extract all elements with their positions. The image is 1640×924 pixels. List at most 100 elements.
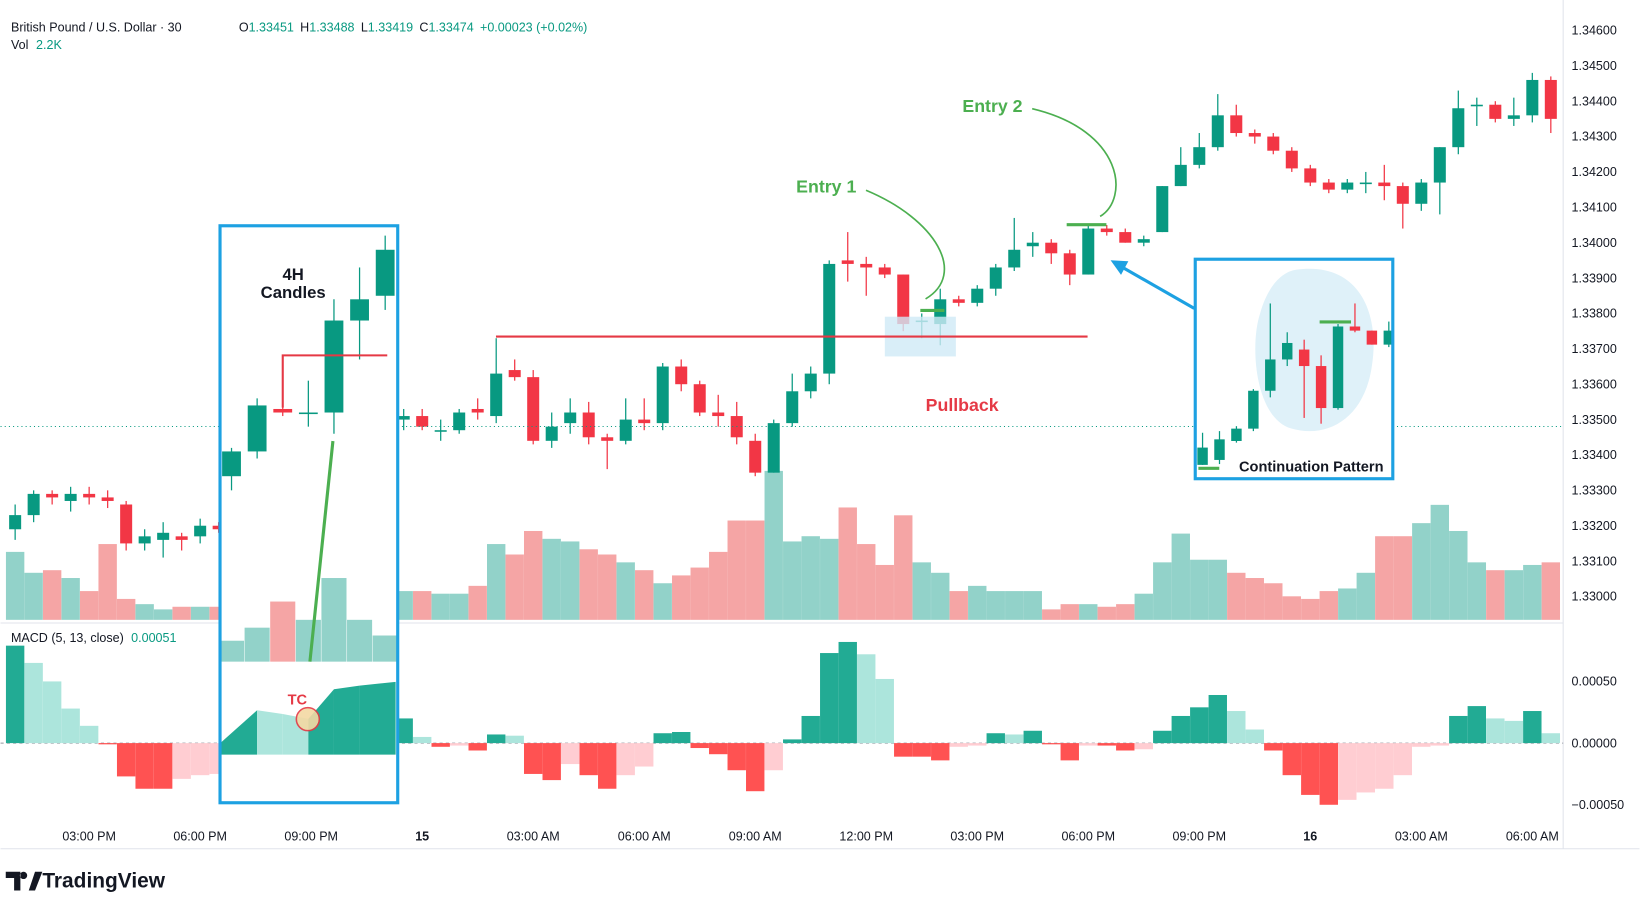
macd-bar xyxy=(690,743,709,749)
x-tick-label: 16 xyxy=(1303,829,1317,843)
ohlc-value: 1.33488 xyxy=(309,20,354,34)
candle-body xyxy=(1265,359,1276,391)
inset-volume-bar xyxy=(270,601,296,662)
macd-bar xyxy=(153,743,173,789)
candle-body xyxy=(1366,330,1378,345)
volume-bar xyxy=(1208,559,1227,620)
macd-bar xyxy=(42,681,62,744)
candle-body xyxy=(675,366,688,385)
macd-bar xyxy=(727,743,746,771)
y-tick-label: 1.33700 xyxy=(1572,342,1617,356)
x-tick-label: 06:00 PM xyxy=(1061,829,1115,843)
ohlc-key: C xyxy=(419,20,428,34)
ohlc-key: H xyxy=(300,20,309,34)
main-pane: 1.34600 1.34500 1.34400 1.34300 1.34200 1.341… xyxy=(0,24,1624,843)
macd-bar xyxy=(820,653,839,744)
x-tick-label: 15 xyxy=(415,829,429,843)
volume-bar xyxy=(1541,562,1561,620)
tc-marker xyxy=(295,706,321,732)
inset-macd-area xyxy=(221,710,258,755)
macd-bar xyxy=(542,743,561,781)
macd-bar xyxy=(1079,743,1098,746)
volume-bar xyxy=(1338,588,1357,620)
y-tick-label: 1.34500 xyxy=(1572,59,1617,73)
candle-body xyxy=(693,384,706,413)
macd-bar xyxy=(801,715,820,744)
candle-body xyxy=(638,419,651,424)
volume-value: 2.2K xyxy=(36,38,62,52)
candle-body xyxy=(989,267,1002,289)
volume-bar xyxy=(1467,562,1487,620)
candle-body xyxy=(471,408,484,413)
x-tick-label: 03:00 PM xyxy=(62,829,116,843)
candle-body xyxy=(1100,228,1113,233)
inset-volume-bar xyxy=(321,578,347,662)
macd-tick-label: 0.00050 xyxy=(1572,675,1617,689)
volume-bar xyxy=(690,567,709,620)
macd-bar xyxy=(746,743,765,792)
inset-volume-bar xyxy=(372,635,398,662)
volume-bar xyxy=(1301,598,1320,620)
candle-body xyxy=(767,423,780,473)
volume-bar xyxy=(857,544,876,620)
macd-bar xyxy=(524,743,543,774)
macd-bar xyxy=(1060,743,1079,761)
macd-bar xyxy=(653,733,672,744)
macd-bar xyxy=(875,678,894,744)
candle-body xyxy=(247,405,267,452)
macd-bar xyxy=(1523,711,1542,744)
entry-1-pointer xyxy=(865,189,946,300)
candle-body xyxy=(1214,439,1225,460)
volume-bar xyxy=(635,570,654,620)
macd-label: MACD (5, 13, close) xyxy=(11,631,124,645)
candle-body xyxy=(1315,366,1327,409)
macd-bar xyxy=(412,736,432,744)
pattern-highlight xyxy=(1255,268,1374,432)
volume-bar xyxy=(542,538,561,620)
candle-body xyxy=(712,412,725,417)
volume-bar xyxy=(1023,591,1042,620)
macd-bar xyxy=(1153,730,1172,744)
entry-2-pointer xyxy=(1031,107,1117,218)
y-tick-label: 1.33800 xyxy=(1572,307,1617,321)
macd-bar xyxy=(783,739,802,744)
candle-body xyxy=(434,430,447,432)
macd-bar xyxy=(598,743,617,789)
y-tick-label: 1.34600 xyxy=(1572,24,1617,38)
x-tick-label: 06:00 AM xyxy=(1506,829,1559,843)
brand-logo xyxy=(5,871,43,891)
x-tick-label: 06:00 AM xyxy=(618,829,671,843)
candle-body xyxy=(298,412,318,415)
inset-volume-bar xyxy=(347,619,373,662)
macd-bar xyxy=(1541,733,1561,744)
candle-body xyxy=(64,493,77,501)
macd-bar xyxy=(1042,743,1061,745)
x-tick-label: 06:00 PM xyxy=(173,829,227,843)
inset-volume-bar xyxy=(218,640,245,662)
y-tick-label: 1.33000 xyxy=(1572,590,1617,604)
y-tick-label: 1.33100 xyxy=(1572,554,1617,568)
candle-body xyxy=(1045,242,1058,254)
volume-bar xyxy=(1060,604,1079,620)
volume-bar xyxy=(653,583,672,620)
candle-body xyxy=(194,525,207,537)
volume-bar xyxy=(42,570,62,620)
candle-body xyxy=(1489,104,1502,119)
candle-body xyxy=(120,504,133,544)
volume-bar xyxy=(190,606,210,620)
entry-2-label: Entry 2 xyxy=(962,96,1022,116)
entry-1-label: Entry 1 xyxy=(796,176,856,196)
candle-body xyxy=(841,260,854,264)
volume-bar xyxy=(1116,604,1135,620)
macd-bar xyxy=(838,641,857,744)
macd-bar xyxy=(431,743,450,747)
candle-body xyxy=(1285,150,1298,169)
volume-bar xyxy=(486,544,506,620)
volume-bar xyxy=(5,551,25,620)
volume-bar xyxy=(24,572,43,620)
inset-volume-bar xyxy=(244,627,270,662)
macd-bar xyxy=(764,743,783,771)
macd-bar xyxy=(1245,729,1264,744)
macd-bar xyxy=(857,654,876,744)
